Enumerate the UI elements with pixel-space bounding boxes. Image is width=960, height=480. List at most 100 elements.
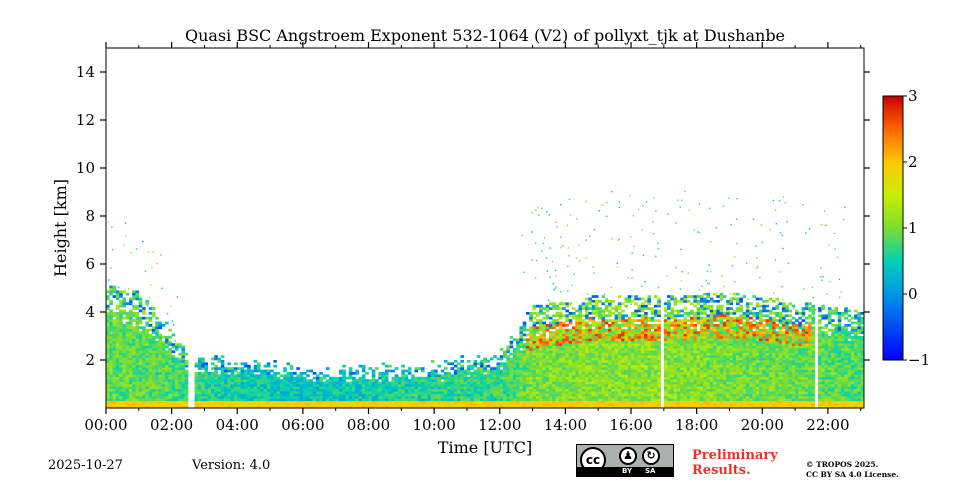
heatmap-cell	[204, 386, 209, 390]
heatmap-cell	[312, 388, 317, 392]
heatmap-speck	[657, 242, 659, 244]
heatmap-cell	[601, 381, 606, 385]
heatmap-cell	[122, 355, 126, 358]
heatmap-cell	[578, 321, 583, 325]
heatmap-cell	[529, 352, 533, 356]
heatmap-cell	[699, 295, 704, 298]
heatmap-speck	[698, 231, 701, 234]
heatmap-cell	[555, 350, 560, 354]
heatmap-cell	[276, 405, 281, 409]
heatmap-cell	[119, 314, 123, 318]
heatmap-cell	[138, 400, 143, 404]
heatmap-cell	[106, 314, 110, 318]
heatmap-cell	[148, 348, 153, 351]
heatmap-cell	[686, 312, 691, 315]
heatmap-cell	[296, 367, 300, 370]
heatmap-cell	[155, 352, 159, 356]
heatmap-cell	[184, 398, 189, 402]
heatmap-cell	[650, 350, 655, 354]
heatmap-cell	[148, 328, 153, 332]
heatmap-cell	[585, 340, 589, 344]
heatmap-cell	[283, 374, 287, 378]
heatmap-cell	[588, 350, 592, 354]
heatmap-cell	[594, 307, 599, 310]
heatmap-cell	[128, 355, 133, 358]
heatmap-cell	[637, 393, 642, 397]
heatmap-cell	[348, 384, 353, 387]
heatmap-cell	[486, 384, 491, 387]
heatmap-cell	[424, 400, 428, 404]
heatmap-cell	[289, 393, 294, 397]
heatmap-cell	[345, 396, 350, 399]
heatmap-cell	[388, 391, 392, 394]
heatmap-cell	[562, 350, 566, 354]
heatmap-cell	[503, 374, 507, 378]
heatmap-cell	[270, 393, 274, 397]
heatmap-cell	[155, 405, 159, 409]
heatmap-cell	[703, 372, 707, 375]
heatmap-cell	[598, 328, 602, 332]
heatmap-cell	[611, 300, 615, 303]
heatmap-cell	[243, 376, 248, 380]
heatmap-cell	[621, 357, 625, 361]
heatmap-cell	[585, 328, 589, 332]
heatmap-cell	[125, 314, 130, 318]
heatmap-cell	[394, 396, 399, 399]
heatmap-cell	[197, 357, 202, 361]
heatmap-speck	[554, 269, 557, 272]
heatmap-cell	[128, 352, 133, 356]
heatmap-cell	[460, 381, 464, 385]
heatmap-cell	[647, 350, 652, 354]
heatmap-cell	[122, 403, 126, 406]
heatmap-cell	[696, 345, 701, 349]
heatmap-cell	[526, 364, 530, 368]
heatmap-cell	[578, 336, 583, 339]
heatmap-cell	[545, 381, 550, 385]
heatmap-cell	[132, 381, 136, 385]
heatmap-cell	[676, 379, 681, 382]
heatmap-cell	[148, 350, 153, 354]
heatmap-cell	[122, 352, 126, 356]
heatmap-cell	[421, 379, 425, 382]
heatmap-cell	[375, 393, 379, 397]
heatmap-cell	[197, 393, 202, 397]
heatmap-cell	[699, 321, 704, 325]
heatmap-cell	[122, 367, 126, 370]
heatmap-cell	[519, 398, 524, 402]
heatmap-cell	[506, 355, 510, 358]
heatmap-cell	[112, 338, 117, 342]
heatmap-cell	[558, 357, 563, 361]
heatmap-cell	[565, 364, 569, 368]
heatmap-cell	[686, 360, 691, 363]
heatmap-cell	[696, 307, 701, 310]
heatmap-cell	[138, 396, 143, 399]
heatmap-cell	[604, 300, 609, 303]
heatmap-cell	[217, 393, 222, 397]
heatmap-cell	[634, 331, 638, 334]
heatmap-cell	[693, 328, 697, 332]
heatmap-cell	[545, 360, 550, 363]
heatmap-cell	[447, 384, 451, 387]
heatmap-cell	[614, 388, 619, 392]
heatmap-cell	[145, 343, 149, 346]
heatmap-cell	[201, 379, 205, 382]
heatmap-cell	[457, 369, 461, 373]
heatmap-cell	[512, 338, 517, 342]
heatmap-cell	[184, 388, 189, 392]
heatmap-cell	[115, 393, 120, 397]
heatmap-cell	[260, 374, 264, 378]
heatmap-cell	[604, 304, 609, 308]
heatmap-cell	[476, 403, 481, 406]
heatmap-cell	[647, 316, 652, 320]
heatmap-cell	[145, 316, 149, 320]
heatmap-cell	[119, 295, 123, 298]
heatmap-cell	[516, 338, 520, 342]
heatmap-cell	[322, 393, 327, 397]
heatmap-cell	[270, 379, 274, 382]
heatmap-cell	[178, 384, 182, 387]
heatmap-cell	[571, 384, 576, 387]
heatmap-cell	[480, 362, 484, 366]
heatmap-cell	[571, 316, 576, 320]
heatmap-cell	[647, 364, 652, 368]
heatmap-cell	[325, 400, 330, 404]
